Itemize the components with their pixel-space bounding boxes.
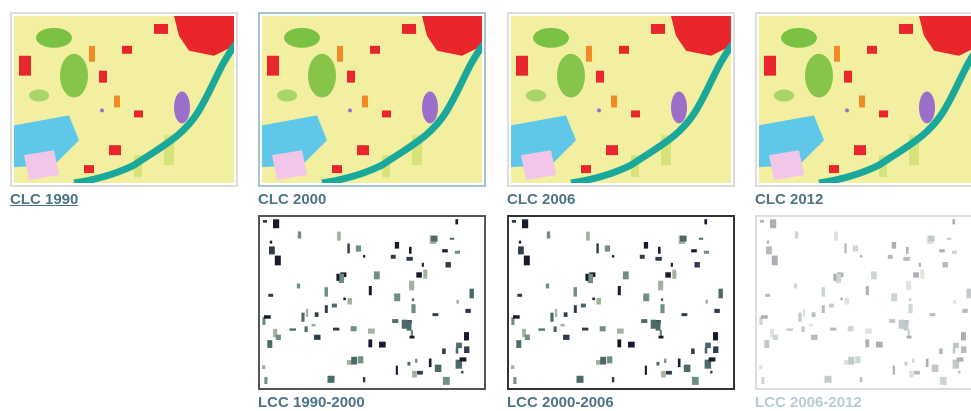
map-image: [511, 16, 731, 183]
change-image: [262, 219, 482, 386]
map-image: [759, 16, 971, 183]
change-image: [759, 219, 971, 386]
page: CLC 1990 CLC 2000 CLC 2006 CLC 2012 LCC …: [0, 0, 971, 409]
map-thumbnail[interactable]: [755, 12, 971, 187]
change-image: [511, 219, 731, 386]
map-link[interactable]: CLC 2012: [755, 191, 823, 208]
map-link[interactable]: CLC 2006: [507, 191, 575, 208]
map-thumbnail[interactable]: [258, 12, 486, 187]
map-image: [14, 16, 234, 183]
change-thumbnail[interactable]: [507, 215, 735, 390]
change-thumbnail[interactable]: [258, 215, 486, 390]
map-image: [262, 16, 482, 183]
change-link[interactable]: LCC 2006-2012: [755, 394, 862, 411]
map-link[interactable]: CLC 1990: [10, 191, 78, 208]
map-link[interactable]: CLC 2000: [258, 191, 326, 208]
change-link[interactable]: LCC 2000-2006: [507, 394, 614, 411]
change-thumbnail[interactable]: [755, 215, 971, 390]
map-thumbnail[interactable]: [507, 12, 735, 187]
map-thumbnail[interactable]: [10, 12, 238, 187]
change-link[interactable]: LCC 1990-2000: [258, 394, 365, 411]
